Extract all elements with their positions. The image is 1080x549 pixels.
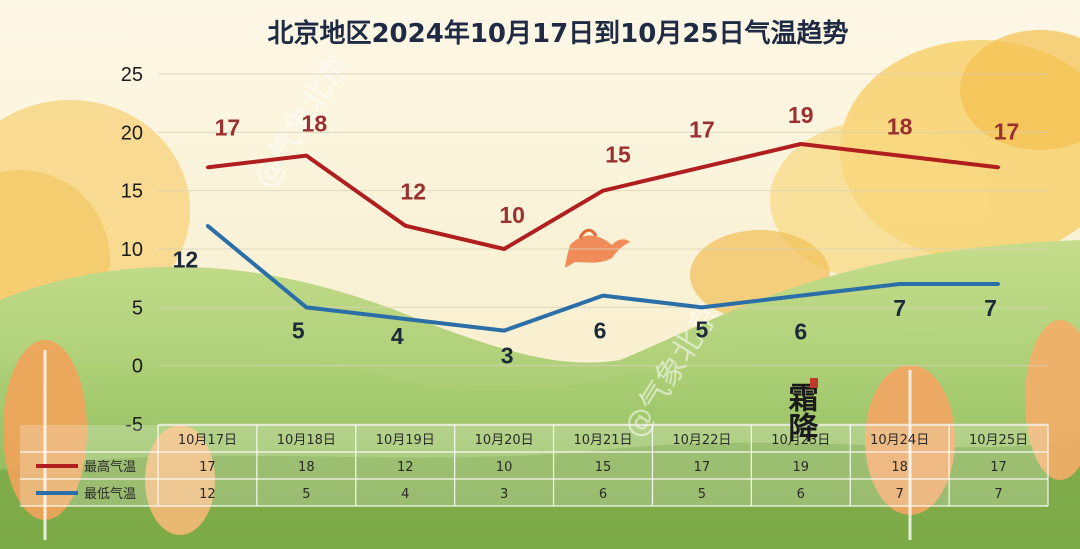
y-tick-label: 25 bbox=[121, 64, 143, 86]
table-cell: 19 bbox=[793, 460, 810, 475]
legend-label: 最低气温 bbox=[84, 486, 136, 502]
table-cell: 6 bbox=[797, 487, 805, 502]
table-cell: 12 bbox=[199, 487, 216, 502]
data-label: 12 bbox=[173, 247, 199, 273]
category-label: 10月23日 bbox=[771, 433, 830, 448]
table-cell: 3 bbox=[500, 487, 508, 502]
data-point bbox=[403, 317, 407, 321]
data-point bbox=[997, 282, 1001, 286]
table-cell: 18 bbox=[891, 460, 908, 475]
data-point bbox=[205, 224, 209, 228]
table-cell: 6 bbox=[599, 487, 607, 502]
frost-descent-stamp: 霜降 bbox=[783, 378, 819, 442]
data-point bbox=[304, 305, 308, 309]
table-cell: 7 bbox=[896, 487, 904, 502]
data-label: 4 bbox=[391, 323, 404, 349]
data-label: 6 bbox=[794, 319, 807, 345]
data-label: 17 bbox=[215, 114, 241, 140]
data-point bbox=[799, 294, 803, 298]
y-tick-label: 0 bbox=[132, 356, 143, 378]
table-background bbox=[20, 425, 1048, 506]
table-cell: 17 bbox=[694, 460, 711, 475]
y-axis-ticks: -5 0 5 10 15 20 25 bbox=[121, 64, 143, 436]
series-max-temp bbox=[205, 142, 1001, 251]
table-cell: 4 bbox=[401, 487, 409, 502]
table-cell: 10 bbox=[496, 460, 513, 475]
data-label: 15 bbox=[605, 142, 631, 168]
table-cell: 17 bbox=[199, 460, 216, 475]
data-label: 17 bbox=[689, 116, 715, 142]
data-point bbox=[799, 142, 803, 146]
data-point bbox=[502, 329, 506, 333]
data-label: 7 bbox=[893, 295, 906, 321]
data-label: 10 bbox=[499, 202, 525, 228]
data-point bbox=[997, 165, 1001, 169]
legend-label: 最高气温 bbox=[84, 459, 136, 475]
data-point bbox=[700, 305, 704, 309]
table-cell: 17 bbox=[990, 460, 1007, 475]
y-tick-label: 5 bbox=[132, 297, 143, 319]
data-label: 5 bbox=[695, 316, 708, 342]
data-point bbox=[898, 282, 902, 286]
category-label: 10月18日 bbox=[277, 433, 336, 448]
table-cell: 5 bbox=[698, 487, 706, 502]
data-label: 18 bbox=[887, 114, 913, 140]
data-label: 3 bbox=[501, 343, 514, 369]
data-point bbox=[700, 165, 704, 169]
category-label: 10月25日 bbox=[969, 433, 1028, 448]
table-cell: 12 bbox=[397, 460, 414, 475]
category-label: 10月19日 bbox=[376, 433, 435, 448]
category-label: 10月24日 bbox=[870, 433, 929, 448]
table-cell: 18 bbox=[298, 460, 315, 475]
data-label: 6 bbox=[594, 318, 607, 344]
series-min-temp bbox=[205, 224, 1001, 333]
y-tick-label: 20 bbox=[121, 122, 143, 144]
category-label: 10月20日 bbox=[475, 433, 534, 448]
data-label: 18 bbox=[302, 111, 328, 137]
table-cell: 15 bbox=[595, 460, 612, 475]
category-label: 10月22日 bbox=[672, 433, 731, 448]
data-point bbox=[898, 154, 902, 158]
category-label: 10月21日 bbox=[573, 433, 632, 448]
data-point bbox=[502, 247, 506, 251]
data-label: 5 bbox=[292, 317, 305, 343]
data-labels-max-temp: 17 18 12 10 15 17 19 18 17 bbox=[215, 102, 1020, 228]
data-point bbox=[205, 165, 209, 169]
data-label: 17 bbox=[994, 118, 1020, 144]
data-labels-min-temp: 12 5 4 3 6 5 6 7 7 bbox=[173, 247, 997, 369]
data-label: 7 bbox=[984, 295, 997, 321]
stamp-text: 霜降 bbox=[783, 382, 819, 442]
y-tick-label: 10 bbox=[121, 239, 143, 261]
data-label: 19 bbox=[788, 102, 814, 128]
chart-title: 北京地区2024年10月17日到10月25日气温趋势 bbox=[267, 18, 848, 49]
data-point bbox=[304, 154, 308, 158]
y-tick-label: -5 bbox=[125, 414, 143, 436]
data-point bbox=[403, 224, 407, 228]
y-tick-label: 15 bbox=[121, 181, 143, 203]
table-cell: 5 bbox=[302, 487, 310, 502]
data-point bbox=[601, 294, 605, 298]
data-table: 10月17日 10月18日 10月19日 10月20日 10月21日 10月22日 10月2… bbox=[20, 424, 1049, 507]
data-label: 12 bbox=[400, 179, 426, 205]
data-point bbox=[601, 189, 605, 193]
table-cell: 7 bbox=[994, 487, 1002, 502]
category-label: 10月17日 bbox=[178, 433, 237, 448]
